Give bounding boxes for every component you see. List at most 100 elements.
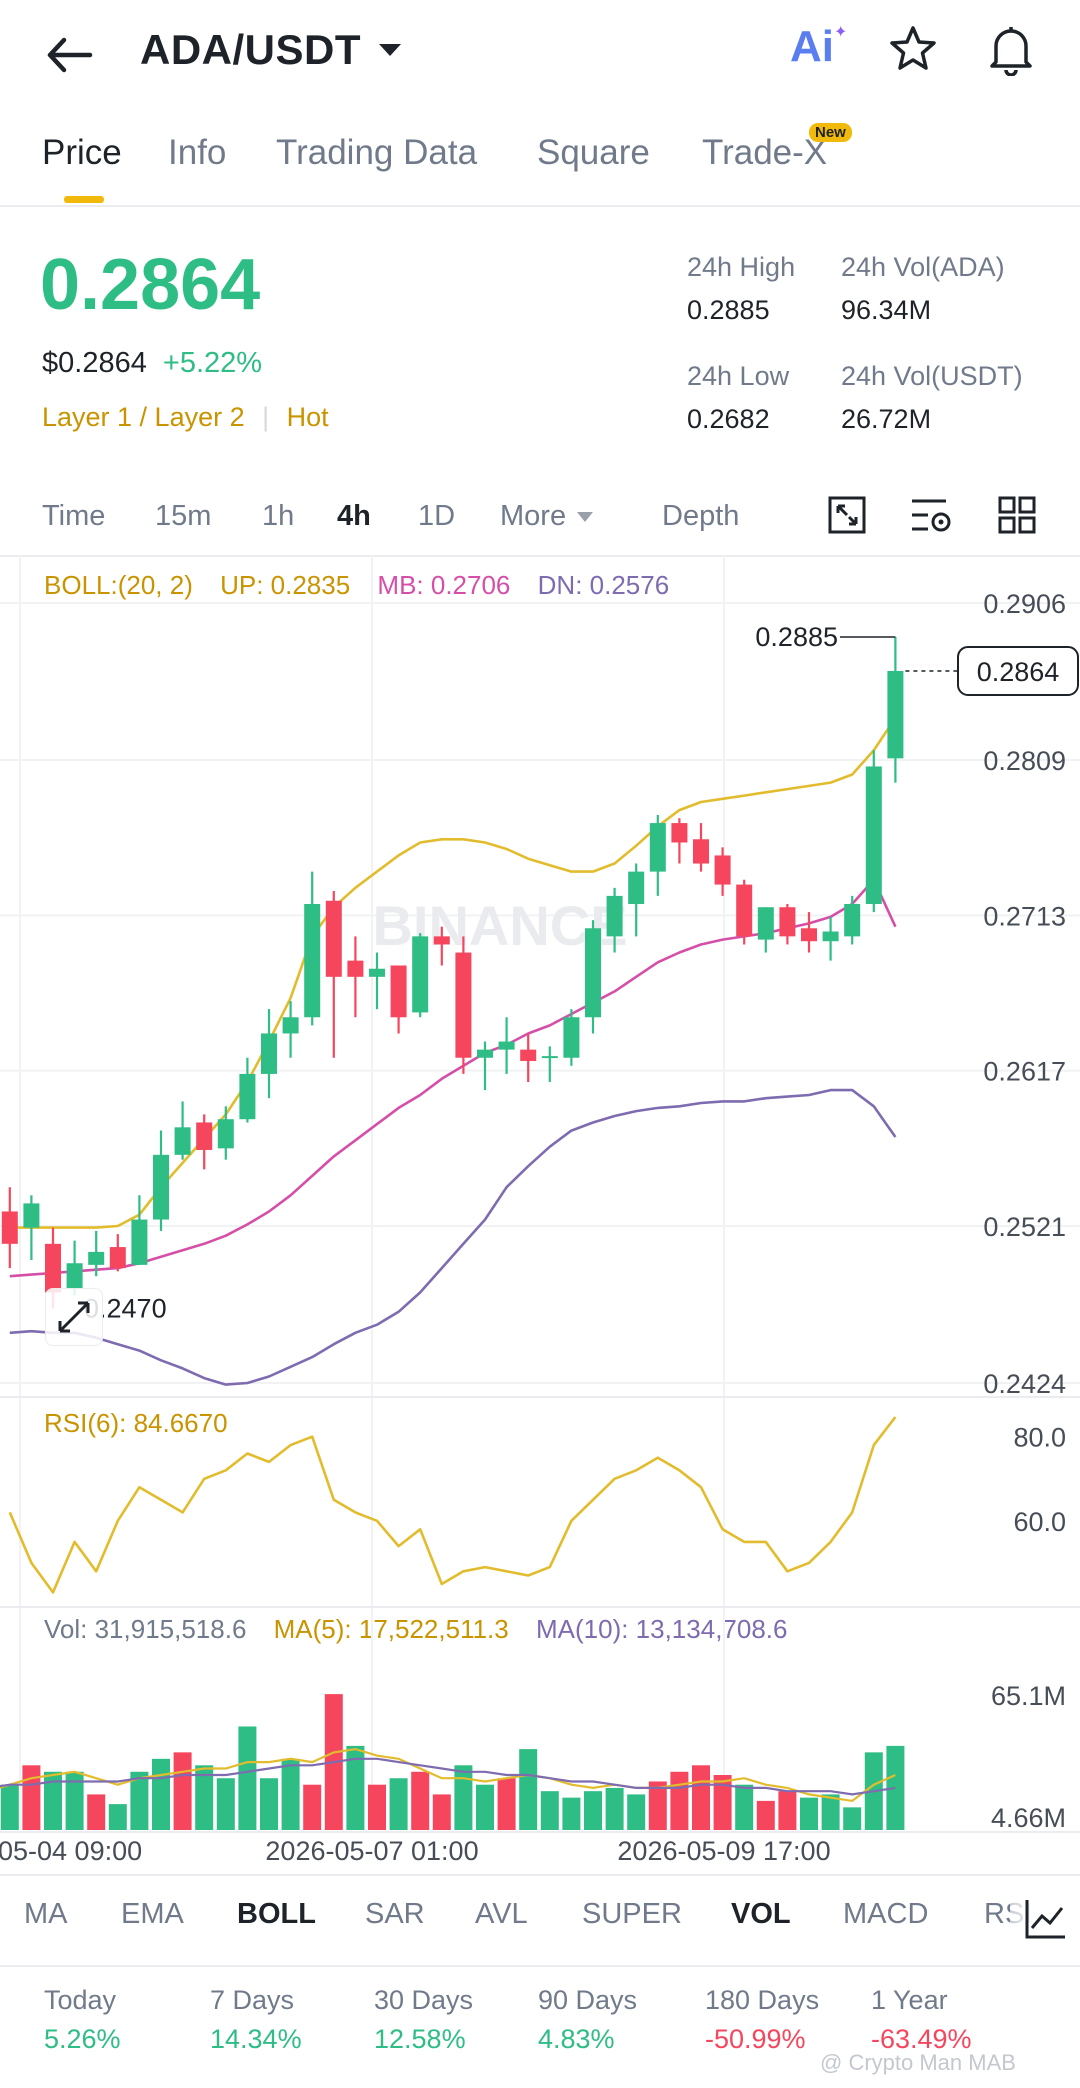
candle-body — [563, 1017, 580, 1058]
stat-label-24h-low: 24h Low — [687, 361, 790, 391]
indicator-super[interactable]: SUPER — [582, 1898, 682, 1930]
indicator-settings-button[interactable] — [1010, 1892, 1080, 1948]
tag-row: Layer 1 / Layer 2 | Hot — [42, 402, 329, 433]
alert-button[interactable] — [986, 22, 1036, 81]
layout-button[interactable] — [997, 495, 1037, 540]
ai-button[interactable]: Ai ✦ — [790, 22, 847, 72]
indicator-avl[interactable]: AVL — [475, 1898, 528, 1930]
price-axis-label: 0.2521 — [983, 1212, 1066, 1242]
volume-bar — [0, 1784, 19, 1830]
new-badge: New — [809, 123, 852, 142]
usd-price-line: $0.2864 +5.22% — [42, 347, 262, 380]
perf-value-30-days: 12.58% — [374, 2024, 466, 2054]
volume-bar — [216, 1778, 235, 1830]
indicator-top-divider — [0, 1874, 1080, 1876]
volume-bar — [281, 1758, 300, 1830]
indicator-ema[interactable]: EMA — [121, 1898, 184, 1930]
price-axis-label: 0.2617 — [983, 1057, 1066, 1087]
price-axis-label: 0.2424 — [983, 1369, 1066, 1399]
candle-body — [88, 1251, 105, 1265]
volume-bar — [605, 1787, 624, 1830]
current-price-label: 0.2864 — [977, 657, 1060, 687]
candle-body — [153, 1154, 169, 1220]
rsi-legend: RSI(6): 84.6670 — [44, 1408, 228, 1438]
tf-15m[interactable]: 15m — [155, 500, 212, 532]
ai-logo-icon: Ai — [790, 22, 834, 71]
perf-label-180-days: 180 Days — [705, 1985, 820, 2015]
volume-bar — [346, 1745, 365, 1830]
indicator-vol[interactable]: VOL — [731, 1898, 791, 1930]
price-axis-label: 0.2713 — [983, 901, 1066, 931]
fullscreen-chart-button[interactable] — [827, 495, 867, 540]
volume-bar — [540, 1791, 559, 1830]
candle-body — [498, 1041, 515, 1050]
star-icon — [890, 26, 936, 70]
time-axis-label: 2026-05-09 17:00 — [617, 1836, 830, 1866]
volume-bar — [627, 1794, 646, 1830]
chart-settings-button[interactable] — [910, 495, 954, 540]
tab-info[interactable]: Info — [168, 133, 227, 172]
chart-expand-button[interactable] — [45, 1288, 103, 1346]
caret-down-icon — [379, 44, 401, 56]
tf-more[interactable]: More — [500, 500, 594, 533]
candle-body — [325, 900, 342, 977]
favorite-button[interactable] — [888, 24, 938, 79]
indicator-macd[interactable]: MACD — [843, 1898, 929, 1930]
stat-value-24h-vol-ada: 96.34M — [841, 295, 932, 325]
perf-value-180-days: -50.99% — [705, 2024, 806, 2054]
candle-body — [109, 1247, 126, 1269]
tf-time[interactable]: Time — [42, 500, 106, 532]
tf-1h[interactable]: 1h — [262, 500, 295, 532]
perf-label-1-year: 1 Year — [871, 1985, 948, 2015]
tag-category[interactable]: Layer 1 / Layer 2 — [42, 402, 245, 432]
back-button[interactable] — [40, 30, 96, 80]
vol-ma10-line — [0, 1757, 896, 1796]
indicator-settings-icon — [912, 499, 951, 532]
indicator-sar[interactable]: SAR — [365, 1898, 425, 1930]
volume-bar — [778, 1791, 797, 1830]
tab-price[interactable]: Price — [42, 133, 122, 172]
grid-icon — [998, 496, 1036, 534]
tf-4h[interactable]: 4h — [337, 500, 371, 532]
volume-bar — [87, 1794, 106, 1830]
tab-trading-data[interactable]: Trading Data — [276, 133, 478, 172]
volume-bar — [368, 1784, 386, 1830]
volume-bar — [411, 1771, 430, 1830]
boll-params: BOLL:(20, 2) — [44, 570, 193, 600]
pair-selector[interactable]: ADA/USDT — [140, 26, 403, 74]
candle-body — [693, 839, 709, 864]
volume-bar — [389, 1778, 408, 1830]
candle-body — [779, 907, 796, 937]
vol-ma5-value: MA(5): 17,522,511.3 — [273, 1614, 509, 1644]
vol-ma10-value: MA(10): 13,134,708.6 — [535, 1614, 788, 1644]
price-axis-label: 0.2809 — [983, 746, 1066, 776]
time-axis-label: 05-04 09:00 — [0, 1836, 142, 1866]
boll-up-value: UP: 0.2835 — [220, 570, 351, 600]
rsi-axis-label: 80.0 — [1013, 1423, 1066, 1453]
volume-bar — [303, 1784, 322, 1830]
candle-body — [390, 965, 407, 1018]
candle-body — [45, 1243, 61, 1293]
tf-more-label: More — [500, 500, 567, 532]
volume-bar — [843, 1807, 862, 1830]
price-chart[interactable]: BINANCE 0.29060.28090.27130.26170.25210.… — [0, 555, 1080, 1875]
volume-bar — [735, 1784, 754, 1830]
indicator-ma[interactable]: MA — [24, 1898, 68, 1930]
volume-bar — [562, 1797, 581, 1830]
volume-bar — [648, 1781, 667, 1830]
rsi-axis-label: 60.0 — [1013, 1507, 1066, 1537]
boll-lower-line — [9, 1088, 897, 1386]
tf-1d[interactable]: 1D — [418, 500, 456, 532]
tf-depth[interactable]: Depth — [662, 500, 740, 532]
caret-down-icon — [577, 511, 594, 522]
bell-icon — [990, 27, 1032, 77]
tab-square[interactable]: Square — [537, 133, 650, 172]
price-change: +5.22% — [162, 347, 263, 379]
volume-bar — [432, 1794, 451, 1830]
volume-bar — [476, 1784, 494, 1830]
tab-trade-x[interactable]: Trade-X — [702, 133, 828, 172]
indicator-boll[interactable]: BOLL — [237, 1898, 316, 1930]
indicator-tab-bar: MA EMA BOLL SAR AVL SUPER VOL MACD RSI — [0, 1898, 1080, 1942]
candle-body — [23, 1203, 40, 1228]
tag-hot[interactable]: Hot — [286, 402, 329, 432]
